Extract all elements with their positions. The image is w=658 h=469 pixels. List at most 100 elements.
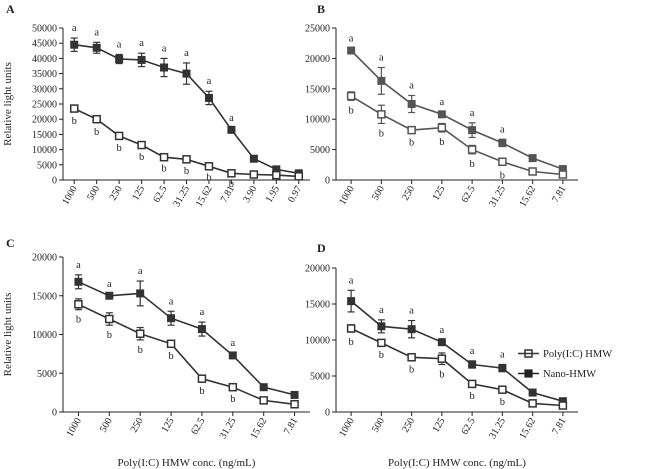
data-point-poly-ic-hmw-c	[166, 339, 176, 349]
data-point-poly-ic-hmw-d	[467, 379, 477, 389]
significance-label-poly-ic-hmw-c: b	[76, 315, 81, 326]
y-tick-label-b: 5000	[310, 145, 330, 156]
x-tick-label-b: 125	[430, 184, 447, 202]
data-point-poly-ic-hmw-a	[227, 169, 236, 178]
significance-label-nano-hmw-c: a	[138, 266, 143, 277]
chart-panel-b: B 0 5000 10000 15000 20000 25000 1000 500 250 125 6…	[305, 2, 578, 209]
data-point-poly-ic-hmw-b	[377, 110, 386, 119]
significance-label-poly-ic-hmw-b: b	[349, 105, 354, 116]
x-tick-label-c: 62.5	[189, 416, 207, 437]
y-tick-label-d: 15000	[305, 300, 330, 311]
y-tick-label-d: 10000	[305, 336, 330, 347]
significance-label-poly-ic-hmw-c: b	[199, 386, 204, 397]
significance-label-nano-hmw-a: a	[72, 23, 77, 34]
x-tick-label-c: 1000	[65, 416, 85, 439]
significance-label-nano-hmw-a: a	[139, 38, 144, 49]
significance-label-poly-ic-hmw-a: b	[94, 127, 99, 138]
significance-label-poly-ic-hmw-c: b	[138, 345, 143, 356]
significance-label-nano-hmw-a: a	[162, 43, 167, 54]
y-tick-label-d: 5000	[310, 372, 330, 383]
significance-label-nano-hmw-d: a	[440, 325, 445, 336]
data-point-poly-ic-hmw-c	[290, 400, 299, 409]
data-point-poly-ic-hmw-a	[92, 114, 101, 124]
x-tick-label-a: 15.62	[194, 184, 215, 209]
data-point-nano-hmw-a	[70, 40, 79, 49]
significance-label-poly-ic-hmw-d: b	[439, 369, 444, 380]
data-point-nano-hmw-c	[197, 325, 206, 334]
significance-label-nano-hmw-d: a	[349, 275, 354, 286]
significance-label-nano-hmw-c: a	[107, 279, 112, 290]
data-point-poly-ic-hmw-b	[498, 157, 507, 167]
significance-label-nano-hmw-a: a	[117, 39, 122, 50]
y-tick-label-a: 15000	[32, 130, 57, 141]
data-point-nano-hmw-b	[528, 154, 537, 163]
significance-label-poly-ic-hmw-a: b	[184, 166, 189, 177]
data-point-nano-hmw-c	[74, 277, 83, 286]
y-tick-label-b: 20000	[305, 54, 330, 65]
data-point-poly-ic-hmw-b	[407, 125, 416, 135]
y-tick-label-b: 15000	[305, 84, 330, 95]
legend-label-nano-hmw: Nano-HMW	[543, 369, 596, 380]
y-tick-label-a: 35000	[32, 69, 57, 80]
x-tick-label-a: 31.25	[171, 184, 192, 209]
data-point-nano-hmw-a	[115, 55, 124, 64]
data-point-nano-hmw-a	[182, 69, 191, 78]
data-point-nano-hmw-c	[105, 291, 114, 300]
significance-label-nano-hmw-c: a	[230, 338, 235, 349]
significance-label-nano-hmw-d: a	[409, 306, 414, 317]
y-tick-label-a: 30000	[32, 84, 57, 95]
x-tick-label-a: 0.97	[286, 184, 304, 205]
significance-label-nano-hmw-d: a	[379, 305, 384, 316]
significance-label-poly-ic-hmw-b: b	[439, 137, 444, 148]
y-tick-label-a: 5000	[37, 160, 57, 171]
data-point-nano-hmw-c	[259, 383, 268, 392]
significance-label-nano-hmw-b: a	[470, 108, 475, 119]
x-tick-label-d: 31.25	[487, 416, 508, 441]
significance-label-nano-hmw-b: a	[409, 80, 414, 91]
x-tick-label-a: 1.95	[264, 184, 282, 205]
y-tick-label-b: 25000	[305, 24, 330, 35]
data-point-nano-hmw-d	[407, 325, 416, 334]
data-point-poly-ic-hmw-b	[528, 167, 537, 176]
data-point-poly-ic-hmw-c	[228, 382, 238, 392]
legend-label-poly-ic-hmw: Poly(I:C) HMW	[543, 349, 612, 360]
data-point-poly-ic-hmw-a	[69, 104, 79, 113]
data-point-poly-ic-hmw-c	[105, 314, 114, 324]
x-tick-label-d: 62.5	[459, 416, 477, 437]
x-tick-label-b: 62.5	[459, 184, 477, 205]
data-point-nano-hmw-b	[377, 76, 386, 85]
significance-label-poly-ic-hmw-a: b	[161, 164, 166, 175]
data-point-nano-hmw-b	[498, 138, 507, 147]
y-tick-label-a: 40000	[32, 54, 57, 65]
x-tick-label-c: 500	[98, 416, 115, 434]
x-tick-label-a: 3.90	[241, 184, 259, 205]
significance-label-poly-ic-hmw-d: b	[409, 364, 414, 375]
data-point-nano-hmw-b	[468, 126, 477, 135]
significance-label-nano-hmw-a: a	[94, 27, 99, 38]
data-point-poly-ic-hmw-a	[249, 170, 259, 179]
series-line-poly-ic-hmw-b	[350, 95, 563, 176]
significance-label-poly-ic-hmw-a: b	[117, 143, 122, 154]
data-point-poly-ic-hmw-d	[377, 338, 386, 348]
x-tick-label-b: 250	[400, 184, 417, 202]
x-tick-label-c: 7.81	[282, 416, 300, 437]
data-point-poly-ic-hmw-c	[135, 329, 145, 338]
data-point-poly-ic-hmw-b	[558, 170, 568, 179]
x-tick-label-d: 15.62	[517, 416, 538, 441]
x-tick-label-d: 1000	[337, 416, 357, 439]
significance-label-poly-ic-hmw-d: b	[349, 337, 354, 348]
data-point-nano-hmw-a	[204, 93, 213, 102]
series-line-nano-hmw-b	[350, 49, 564, 170]
data-point-nano-hmw-d	[528, 388, 537, 397]
significance-label-nano-hmw-c: a	[169, 296, 174, 307]
data-point-poly-ic-hmw-d	[498, 385, 507, 394]
significance-label-poly-ic-hmw-b: b	[409, 138, 414, 149]
x-tick-label-d: 500	[370, 416, 387, 434]
y-axis-label-c: Relative light units	[2, 293, 14, 377]
x-tick-label-c: 125	[160, 416, 177, 434]
y-tick-label-c: 20000	[32, 253, 57, 264]
data-point-nano-hmw-d	[437, 338, 446, 347]
data-point-poly-ic-hmw-a	[204, 162, 214, 171]
data-point-poly-ic-hmw-c	[74, 300, 83, 309]
panel-letter-a: A	[6, 2, 15, 16]
